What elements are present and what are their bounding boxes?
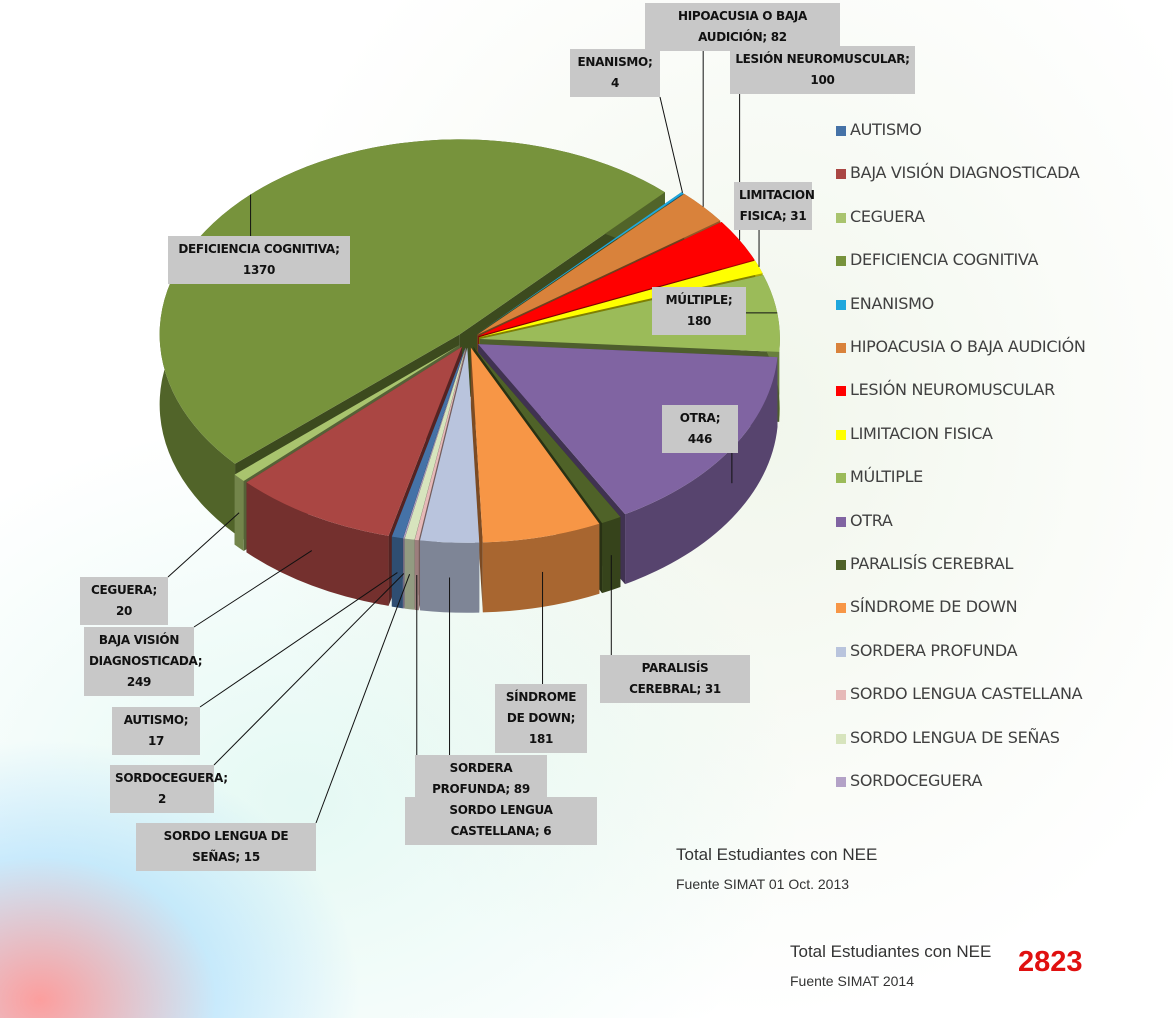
legend-label: DEFICIENCIA COGNITIVA — [850, 250, 1038, 269]
data-label: MÚLTIPLE; 180 — [652, 287, 746, 335]
legend-label: SORDO LENGUA DE SEÑAS — [850, 728, 1060, 747]
data-label: HIPOACUSIA O BAJA AUDICIÓN; 82 — [645, 3, 840, 51]
data-label: BAJA VISIÓN DIAGNOSTICADA; 249 — [84, 627, 194, 696]
slice-side — [235, 475, 244, 551]
legend-swatch — [836, 560, 846, 570]
data-label: PARALISÍS CEREBRAL; 31 — [600, 655, 750, 703]
leader-line — [316, 574, 410, 823]
slice-side — [405, 539, 415, 610]
leader-line — [214, 573, 404, 765]
data-label: LIMITACION FISICA; 31 — [734, 182, 812, 230]
page: Total Estudiantes con NEE Fuente SIMAT 0… — [0, 0, 1173, 1018]
data-label: SORDERA PROFUNDA; 89 — [415, 755, 547, 803]
legend-label: SORDOCEGUERA — [850, 771, 982, 790]
note: Fuente SIMAT 01 Oct. 2013 — [676, 876, 849, 892]
legend-swatch — [836, 603, 846, 613]
legend-swatch — [836, 386, 846, 396]
legend-swatch — [836, 517, 846, 527]
legend-label: HIPOACUSIA O BAJA AUDICIÓN — [850, 337, 1086, 356]
legend-swatch — [836, 126, 846, 136]
legend-swatch — [836, 343, 846, 353]
data-label: LESIÓN NEUROMUSCULAR; 100 — [730, 46, 915, 94]
data-label: CEGUERA; 20 — [80, 577, 168, 625]
data-label: SORDO LENGUA CASTELLANA; 6 — [405, 797, 597, 845]
leader-line — [200, 573, 397, 707]
legend-swatch — [836, 213, 846, 223]
legend-label: SÍNDROME DE DOWN — [850, 597, 1017, 616]
data-label: AUTISMO; 17 — [112, 707, 200, 755]
legend-label: BAJA VISIÓN DIAGNOSTICADA — [850, 163, 1080, 182]
legend-label: OTRA — [850, 511, 893, 530]
legend-label: SORDO LENGUA CASTELLANA — [850, 684, 1082, 703]
legend-swatch — [836, 300, 846, 310]
legend-swatch — [836, 169, 846, 179]
note: Fuente SIMAT 2014 — [790, 973, 914, 989]
data-label: SÍNDROME DE DOWN; 181 — [495, 684, 587, 753]
leader-line — [194, 551, 312, 627]
data-label: ENANISMO; 4 — [570, 49, 660, 97]
data-label: SORDOCEGUERA; 2 — [110, 765, 214, 813]
legend-swatch — [836, 777, 846, 787]
data-label: DEFICIENCIA COGNITIVA; 1370 — [168, 236, 350, 284]
legend-label: LESIÓN NEUROMUSCULAR — [850, 380, 1055, 399]
note: Total Estudiantes con NEE — [790, 942, 991, 962]
data-label: OTRA; 446 — [662, 405, 738, 453]
legend-label: LIMITACION FISICA — [850, 424, 993, 443]
legend-label: AUTISMO — [850, 120, 922, 139]
legend-label: SORDERA PROFUNDA — [850, 641, 1017, 660]
legend-label: PARALISÍS CEREBRAL — [850, 554, 1013, 573]
leader-line — [660, 97, 683, 193]
leader-line — [168, 513, 239, 577]
legend-swatch — [836, 647, 846, 657]
total: 2823 — [1018, 946, 1083, 979]
legend-swatch — [836, 473, 846, 483]
legend-label: ENANISMO — [850, 294, 934, 313]
legend-label: CEGUERA — [850, 207, 925, 226]
legend-swatch — [836, 430, 846, 440]
legend-swatch — [836, 690, 846, 700]
data-label: SORDO LENGUA DE SEÑAS; 15 — [136, 823, 316, 871]
legend-label: MÚLTIPLE — [850, 467, 923, 486]
legend-swatch — [836, 734, 846, 744]
note: Total Estudiantes con NEE — [676, 845, 877, 865]
legend-swatch — [836, 256, 846, 266]
